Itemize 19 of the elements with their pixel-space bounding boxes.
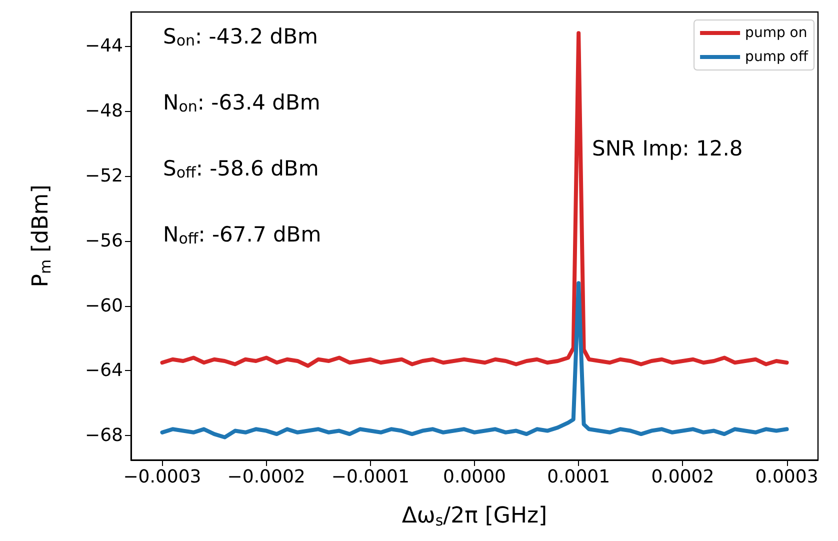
x-tick-label: 0.0003 [755,466,818,488]
legend-label: pump off [745,49,808,65]
line-series [160,281,789,440]
y-tick-label: −64 [85,360,123,382]
y-tick-label: −44 [85,36,123,57]
x-tick-label: 0.0002 [651,466,714,488]
legend-label: pump on [745,25,808,41]
annotation: SNR Imp: 12.8 [592,136,743,160]
x-tick-label: −0.0003 [123,466,202,488]
y-tick-label: −60 [85,295,123,316]
x-tick-label: −0.0001 [331,466,410,488]
y-tick-label: −68 [85,425,123,446]
y-axis-title: Pm [dBm] [28,184,54,288]
y-tick-label: −52 [85,165,123,186]
x-tick-label: −0.0002 [227,466,306,488]
x-tick-label: 0.0001 [547,466,610,488]
x-tick-label: 0.0000 [443,466,506,488]
y-tick-label: −48 [85,100,123,122]
y-tick-label: −56 [85,230,123,252]
